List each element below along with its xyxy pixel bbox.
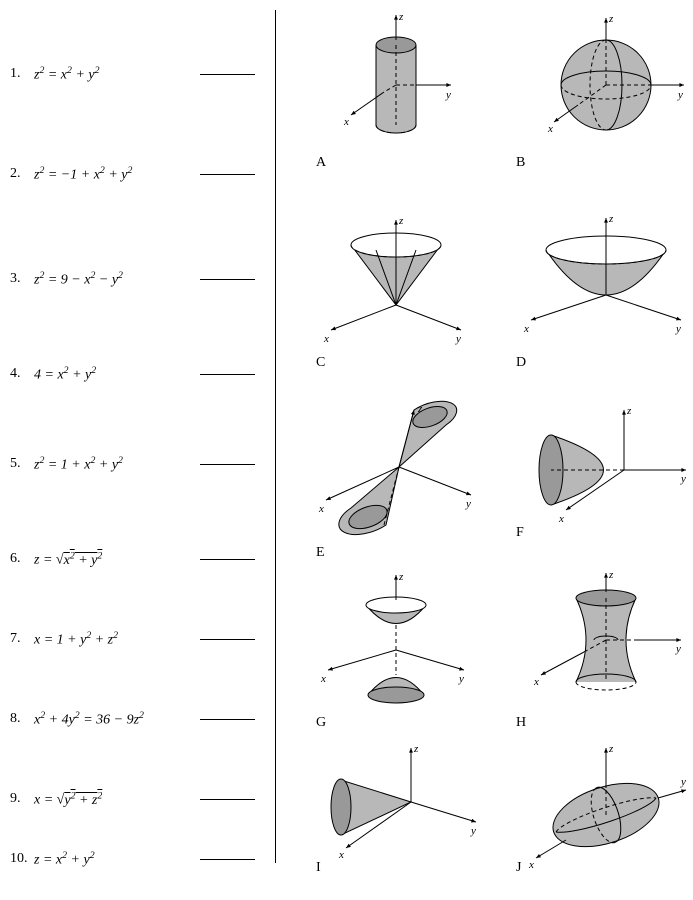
figure-cell: z y x D bbox=[506, 210, 693, 370]
figure-cell: z y xJ bbox=[506, 740, 693, 900]
question-equation: x2 + 4y2 = 36 − 9z2 bbox=[34, 710, 192, 729]
figure-label: H bbox=[516, 715, 526, 731]
question-row: 7.x = 1 + y2 + z2 bbox=[10, 630, 255, 649]
question-number: 10. bbox=[10, 851, 34, 867]
svg-text:z: z bbox=[398, 11, 404, 23]
svg-text:x: x bbox=[528, 859, 534, 871]
figure-cell: z y x A bbox=[296, 10, 496, 170]
svg-text:x: x bbox=[533, 676, 539, 688]
figure-label: I bbox=[316, 860, 321, 876]
answer-blank[interactable] bbox=[200, 639, 255, 640]
svg-text:x: x bbox=[338, 849, 344, 861]
answer-blank[interactable] bbox=[200, 799, 255, 800]
figure-cell: z y x H bbox=[506, 570, 693, 730]
figure-label: E bbox=[316, 545, 325, 561]
answer-blank[interactable] bbox=[200, 74, 255, 75]
svg-text:y: y bbox=[675, 323, 681, 335]
svg-text:y: y bbox=[680, 473, 686, 485]
question-equation: z2 = −1 + x2 + y2 bbox=[34, 165, 192, 184]
svg-text:y: y bbox=[675, 643, 681, 655]
svg-text:x: x bbox=[318, 503, 324, 515]
question-number: 6. bbox=[10, 551, 34, 567]
question-number: 1. bbox=[10, 66, 34, 82]
question-equation: x = 1 + y2 + z2 bbox=[34, 630, 192, 649]
svg-text:z: z bbox=[626, 405, 632, 417]
svg-text:z: z bbox=[608, 743, 614, 755]
figure-cell: z y x E bbox=[296, 400, 496, 560]
question-number: 2. bbox=[10, 166, 34, 182]
question-row: 10.z = x2 + y2 bbox=[10, 850, 255, 869]
svg-text:y: y bbox=[445, 89, 451, 101]
answer-blank[interactable] bbox=[200, 374, 255, 375]
svg-text:z: z bbox=[417, 403, 423, 415]
svg-text:x: x bbox=[547, 123, 553, 135]
questions-column: 1.z2 = x2 + y22.z2 = −1 + x2 + y23.z2 = … bbox=[10, 10, 276, 863]
question-row: 4.4 = x2 + y2 bbox=[10, 365, 255, 384]
svg-text:y: y bbox=[470, 825, 476, 837]
question-row: 6.z = √x2 + y2 bbox=[10, 550, 255, 569]
answer-blank[interactable] bbox=[200, 559, 255, 560]
svg-text:y: y bbox=[455, 333, 461, 345]
figures-column: zyxAzyxBzyxCzyxDzyxEzyxFzyxGzyxHzyxIzyxJ bbox=[276, 10, 693, 863]
svg-text:z: z bbox=[398, 571, 404, 583]
figure-label: J bbox=[516, 860, 521, 876]
svg-text:y: y bbox=[465, 498, 471, 510]
figure-cell: z y x B bbox=[506, 10, 693, 170]
question-number: 8. bbox=[10, 711, 34, 727]
question-number: 3. bbox=[10, 271, 34, 287]
question-equation: z = √x2 + y2 bbox=[34, 550, 192, 569]
svg-text:z: z bbox=[413, 743, 419, 755]
svg-text:z: z bbox=[608, 213, 614, 225]
answer-blank[interactable] bbox=[200, 174, 255, 175]
question-row: 3.z2 = 9 − x2 − y2 bbox=[10, 270, 255, 289]
question-row: 2.z2 = −1 + x2 + y2 bbox=[10, 165, 255, 184]
svg-text:y: y bbox=[680, 776, 686, 788]
question-row: 1.z2 = x2 + y2 bbox=[10, 65, 255, 84]
figure-cell: z y x F bbox=[506, 400, 693, 560]
question-equation: 4 = x2 + y2 bbox=[34, 365, 192, 384]
question-equation: z = x2 + y2 bbox=[34, 850, 192, 869]
figure-cell: z y xC bbox=[296, 210, 496, 370]
question-row: 5.z2 = 1 + x2 + y2 bbox=[10, 455, 255, 474]
svg-text:x: x bbox=[523, 323, 529, 335]
svg-text:z: z bbox=[608, 13, 614, 25]
svg-text:z: z bbox=[608, 570, 614, 581]
answer-blank[interactable] bbox=[200, 464, 255, 465]
svg-text:z: z bbox=[398, 215, 404, 227]
question-equation: z2 = 1 + x2 + y2 bbox=[34, 455, 192, 474]
svg-text:y: y bbox=[458, 673, 464, 685]
figure-label: G bbox=[316, 715, 326, 731]
question-row: 8.x2 + 4y2 = 36 − 9z2 bbox=[10, 710, 255, 729]
question-equation: z2 = 9 − x2 − y2 bbox=[34, 270, 192, 289]
figure-label: D bbox=[516, 355, 526, 371]
answer-blank[interactable] bbox=[200, 859, 255, 860]
figure-cell: z y x I bbox=[296, 740, 496, 900]
question-equation: z2 = x2 + y2 bbox=[34, 65, 192, 84]
answer-blank[interactable] bbox=[200, 719, 255, 720]
question-number: 9. bbox=[10, 791, 34, 807]
answer-blank[interactable] bbox=[200, 279, 255, 280]
question-row: 9.x = √y2 + z2 bbox=[10, 790, 255, 809]
svg-text:y: y bbox=[677, 89, 683, 101]
svg-text:x: x bbox=[343, 116, 349, 128]
question-number: 7. bbox=[10, 631, 34, 647]
figure-label: F bbox=[516, 525, 524, 541]
figure-label: A bbox=[316, 155, 326, 171]
question-number: 4. bbox=[10, 366, 34, 382]
svg-text:x: x bbox=[558, 513, 564, 525]
figure-label: B bbox=[516, 155, 525, 171]
question-number: 5. bbox=[10, 456, 34, 472]
figure-label: C bbox=[316, 355, 325, 371]
svg-text:x: x bbox=[320, 673, 326, 685]
svg-text:x: x bbox=[323, 333, 329, 345]
figure-cell: z y x G bbox=[296, 570, 496, 730]
question-equation: x = √y2 + z2 bbox=[34, 790, 192, 809]
